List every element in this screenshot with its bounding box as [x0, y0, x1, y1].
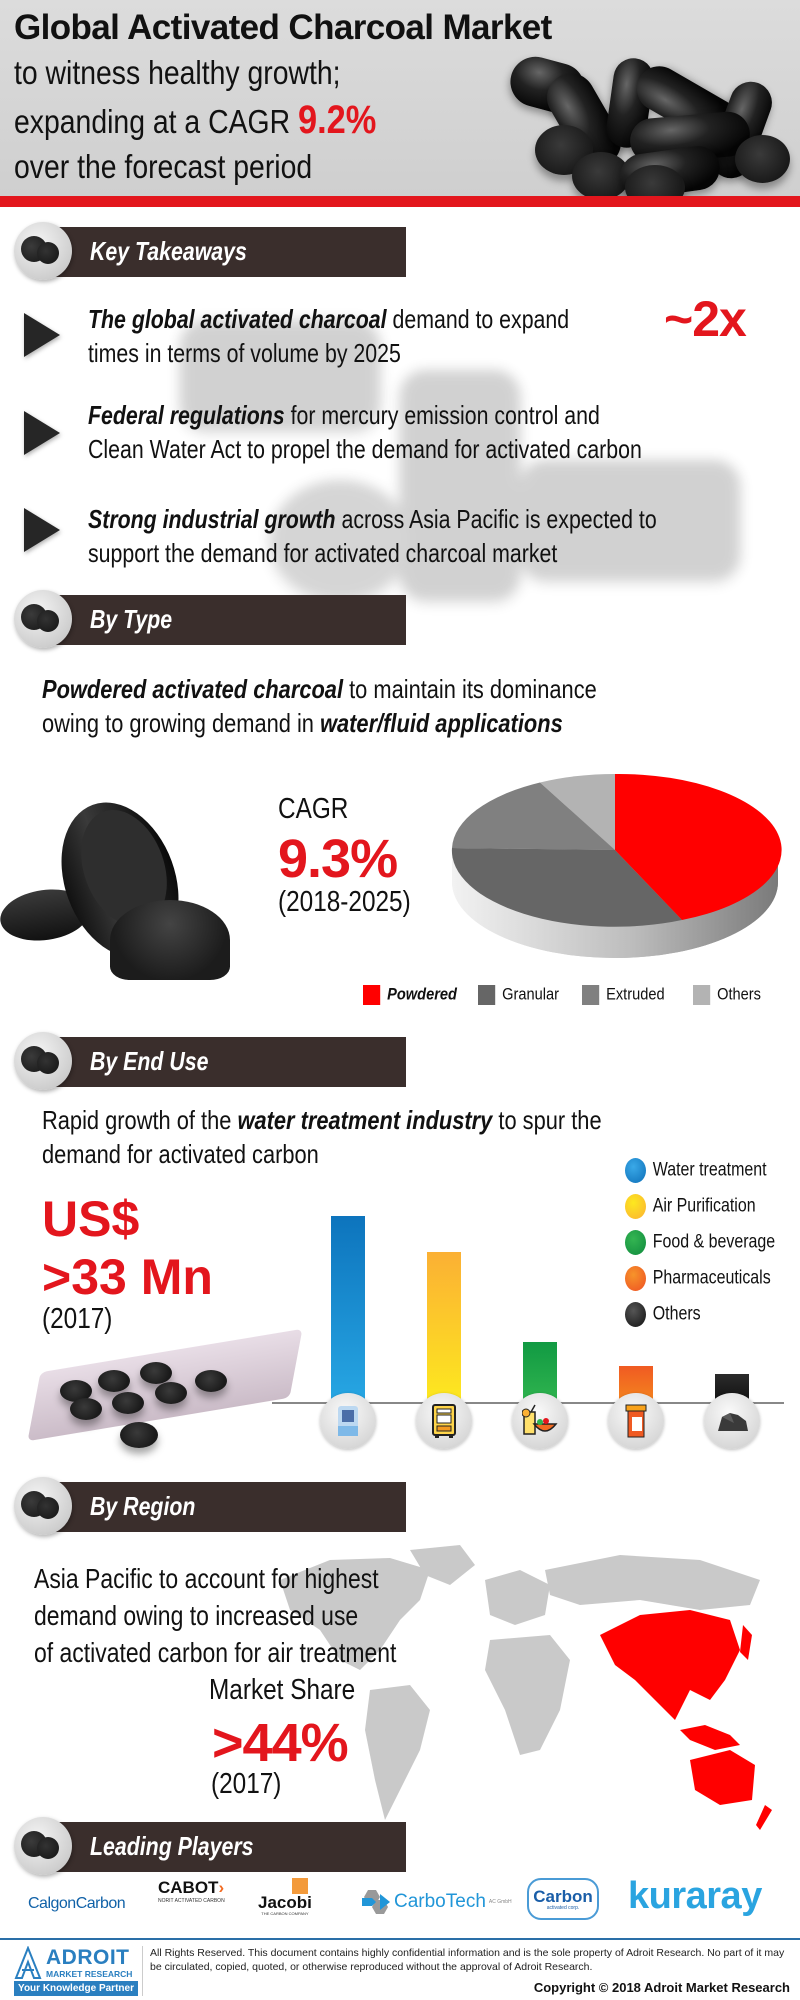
charcoal-tablet-icon	[14, 222, 72, 280]
logo-carbotech: CarboTech AC GmbH	[358, 1882, 512, 1922]
by-type-headline: Powdered activated charcoal to maintain …	[42, 674, 597, 738]
hero-red-divider	[0, 196, 800, 207]
section-title-key-takeaways: Key Takeaways	[90, 236, 247, 266]
footer-divider	[0, 1938, 800, 1940]
hero-banner: Global Activated Charcoal Market to witn…	[0, 0, 800, 196]
pie-slice-extruded	[452, 782, 615, 850]
section-header-key-takeaways	[42, 227, 406, 277]
logo-cabot: CABOT› NORIT ACTIVATED CARBON	[158, 1878, 225, 1904]
legend-granular: Granular	[478, 984, 559, 1005]
section-title-by-region: By Region	[90, 1491, 196, 1521]
adroit-a-icon	[14, 1946, 42, 1979]
bar-water-treatment	[331, 1216, 365, 1402]
water-filter-icon	[320, 1393, 376, 1449]
legend-dot	[625, 1302, 646, 1327]
logo-calgon-carbon: CalgonCarbon	[28, 1895, 126, 1912]
section-header-by-end-use	[42, 1037, 406, 1087]
by-type-cagr-label: CAGR	[278, 793, 349, 825]
legend-dot	[625, 1158, 646, 1183]
logo-carbon-activated: Carbon activated corp.	[527, 1878, 599, 1920]
footer-copyright: Copyright © 2018 Adroit Market Research	[533, 1980, 790, 1995]
takeaway-1: The global activated charcoal demand to …	[88, 304, 570, 368]
legend-others: Others	[693, 984, 761, 1005]
section-header-leading-players	[42, 1822, 406, 1872]
charcoal-tablet-icon	[14, 590, 72, 648]
legend-air-purification: Air Purification	[625, 1194, 756, 1219]
legend-dot	[625, 1266, 646, 1291]
legend-swatch	[693, 984, 711, 1005]
takeaway-2: Federal regulations for mercury emission…	[88, 400, 642, 464]
by-type-cagr-period: (2018-2025)	[278, 886, 411, 918]
carbotech-hexagon-icon	[362, 1890, 390, 1914]
legend-extruded: Extruded	[582, 984, 665, 1005]
type-pie-chart	[451, 773, 782, 958]
by-region-text: Asia Pacific to account for highest dema…	[34, 1563, 397, 1668]
food-beverage-icon	[512, 1393, 568, 1449]
legend-pharmaceuticals: Pharmaceuticals	[625, 1266, 771, 1291]
section-title-by-end-use: By End Use	[90, 1046, 209, 1076]
legend-swatch	[363, 984, 381, 1005]
end-use-value: US$ >33 Mn	[42, 1191, 213, 1305]
bullet-arrow-icon	[24, 411, 60, 455]
adroit-tagline: Your Knowledge Partner	[14, 1981, 138, 1996]
pie-slice-powdered	[615, 773, 782, 920]
market-share-year: (2017)	[211, 1768, 282, 1800]
world-map	[280, 1545, 772, 1830]
adroit-logo: ADROIT MARKET RESEARCH Your Knowledge Pa…	[14, 1946, 138, 1996]
bar-food-beverage	[523, 1342, 557, 1402]
section-header-by-type	[42, 595, 406, 645]
jacobi-cube-icon	[291, 1878, 308, 1894]
pie-slice-granular	[451, 848, 682, 927]
footer-separator	[142, 1946, 143, 1996]
charcoal-tablet-icon	[14, 1032, 72, 1090]
legend-swatch	[582, 984, 600, 1005]
end-use-bar-chart	[272, 1150, 784, 1402]
air-purifier-icon	[416, 1393, 472, 1449]
page-title: Global Activated Charcoal Market	[14, 8, 552, 47]
charcoal-powder-jar-image	[0, 770, 270, 980]
logo-kuraray: kuraray	[628, 1874, 762, 1917]
cabot-chevron-icon: ›	[218, 1878, 225, 1897]
background-pills-watermark	[120, 300, 760, 630]
charcoal-tablet-icon	[14, 1477, 72, 1535]
legend-dot	[625, 1230, 646, 1255]
section-header-by-region	[42, 1482, 406, 1532]
asia-pacific-region	[600, 1610, 740, 1720]
legend-powdered: Powdered	[363, 984, 457, 1005]
hero-subtitle-2: expanding at a CAGR 9.2%	[14, 98, 377, 142]
charcoal-pills-image	[500, 40, 800, 196]
bar-air-purification	[427, 1252, 461, 1402]
coal-lump-icon	[704, 1393, 760, 1449]
bullet-arrow-icon	[24, 508, 60, 552]
hero-subtitle-3: over the forecast period	[14, 148, 313, 185]
charcoal-tablet-icon	[14, 1817, 72, 1875]
by-type-cagr-value: 9.3%	[278, 829, 398, 889]
legend-food-beverage: Food & beverage	[625, 1230, 775, 1255]
takeaway-1-highlight: ~2x	[664, 291, 747, 347]
bullet-arrow-icon	[24, 313, 60, 357]
legend-water-treatment: Water treatment	[625, 1158, 767, 1183]
pharmaceutical-bottle-icon	[608, 1393, 664, 1449]
hero-subtitle-1: to witness healthy growth;	[14, 54, 341, 91]
takeaway-3: Strong industrial growth across Asia Pac…	[88, 504, 657, 568]
legend-others: Others	[625, 1302, 701, 1327]
pie-slice-others	[540, 774, 615, 850]
charcoal-blister-pack-image	[27, 1328, 303, 1450]
logo-jacobi: Jacobi THE CARBON COMPANY	[258, 1878, 312, 1918]
market-share-value: >44%	[212, 1713, 349, 1773]
section-title-by-type: By Type	[90, 604, 173, 634]
legend-swatch	[478, 984, 496, 1005]
section-title-leading-players: Leading Players	[90, 1831, 254, 1861]
by-end-use-headline: Rapid growth of the water treatment indu…	[42, 1105, 602, 1169]
hero-cagr-value: 9.2%	[297, 98, 377, 142]
end-use-year: (2017)	[42, 1303, 113, 1335]
footer-disclaimer: All Rights Reserved. This document conta…	[150, 1947, 785, 1973]
legend-dot	[625, 1194, 646, 1219]
market-share-label: Market Share	[209, 1674, 356, 1706]
